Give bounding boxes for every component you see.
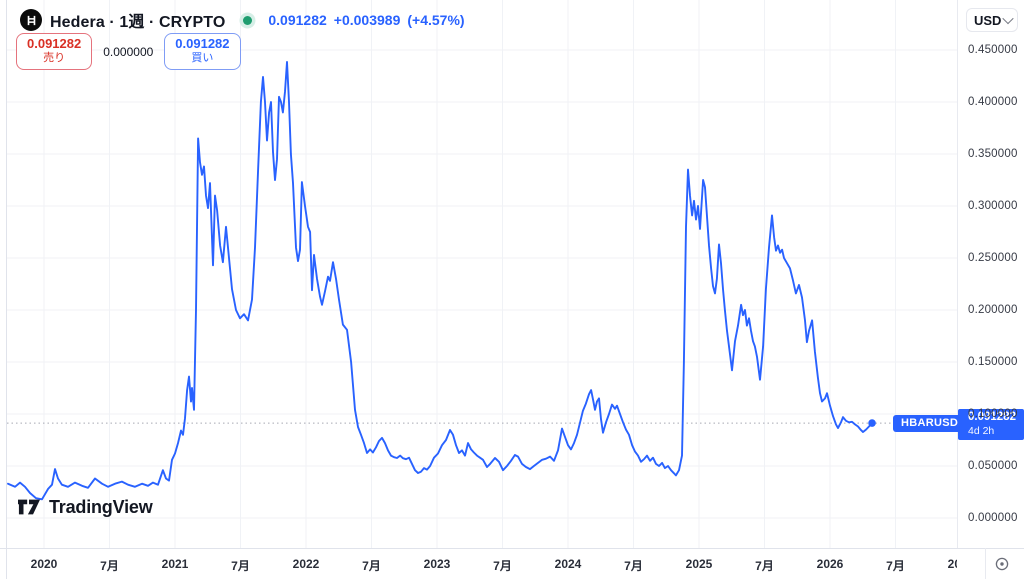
time-axis-label: 2025 [685,557,713,571]
buy-label: 買い [191,52,214,65]
time-axis-label: 7月 [100,559,119,573]
current-price-value: 0.091282 [968,411,1016,424]
axis-corner-separator [985,548,986,579]
price-line [7,61,874,501]
last-price: 0.091282 [268,12,327,28]
price-axis-label: 0.100000 [968,408,1018,420]
symbol-header: Hedera · 1週 · CRYPTO 0.091282 +0.003989 … [20,8,465,32]
buy-price: 0.091282 [175,36,230,51]
time-axis-label: 2024 [554,557,582,571]
time-axis[interactable]: 2020 7月 2021 7月 2022 7月 2023 7月 2024 7月 2025 7月 2026… [0,549,1024,579]
symbol-title-link[interactable]: Hedera · 1週 · CRYPTO [50,14,226,31]
currency-dropdown[interactable]: USD [966,8,1018,32]
price-change: +0.003989 [333,12,401,28]
price-axis-label: 0.050000 [968,460,1018,472]
sell-label: 売り [43,52,66,65]
time-axis-label: 7月 [624,559,643,573]
tradingview-attribution-link[interactable]: TradingView [16,496,153,518]
time-axis-label: 7月 [493,559,512,573]
tradingview-wordmark: TradingView [49,496,153,517]
spread-value: 0.000000 [103,44,154,59]
last-price-group: 0.091282 +0.003989 (+4.57%) [268,12,464,28]
price-axis-label: 0.450000 [968,44,1018,56]
sell-price: 0.091282 [27,36,82,51]
price-axis-label: 0.300000 [968,200,1018,212]
time-axis-label: 2026 [816,557,844,571]
price-change-percent: (+4.57%) [407,12,465,28]
time-axis-label: 2020 [30,557,58,571]
axis-settings-icon[interactable] [992,554,1012,574]
grid-lines [7,0,957,548]
price-axis-separator [957,0,958,548]
hedera-logo-icon [20,9,42,31]
market-open-status-icon [243,15,253,25]
price-axis-label: 0.350000 [968,148,1018,160]
series-price-label: HBARUSD [893,415,967,433]
bar-countdown: 4d 2h [968,424,995,437]
time-axis-label: 2023 [423,557,451,571]
tradingview-logo-icon [18,499,40,515]
price-axis-label: 0.400000 [968,96,1018,108]
buy-button[interactable]: 0.091282 買い [164,33,241,70]
time-axis-label: 2021 [161,557,189,571]
currency-value: USD [974,12,1002,28]
price-axis[interactable]: 0.091282 4d 2h 0.450000 0.400000 0.350000 0… [958,0,1024,548]
price-axis-label: 0.000000 [968,512,1018,524]
last-price-marker [868,419,876,427]
current-price-badge: 0.091282 4d 2h [958,409,1024,441]
time-axis-label: 2027 [947,557,957,571]
sell-button[interactable]: 0.091282 売り [16,33,93,70]
time-axis-label: 7月 [362,559,381,573]
time-axis-label: 2022 [292,557,320,571]
time-axis-label: 7月 [231,559,250,573]
price-axis-label: 0.200000 [968,304,1018,316]
widget-left-border [6,0,7,579]
quote-panel: 0.091282 売り 0.000000 0.091282 買い [16,33,241,70]
time-axis-label: 7月 [886,559,905,573]
time-axis-labels: 2020 7月 2021 7月 2022 7月 2023 7月 2024 7月 2025 7月 2026… [0,549,957,579]
price-axis-label: 0.250000 [968,252,1018,264]
time-axis-label: 7月 [755,559,774,573]
time-axis-separator [0,548,1024,549]
price-axis-label: 0.150000 [968,356,1018,368]
price-line-group [7,61,876,501]
